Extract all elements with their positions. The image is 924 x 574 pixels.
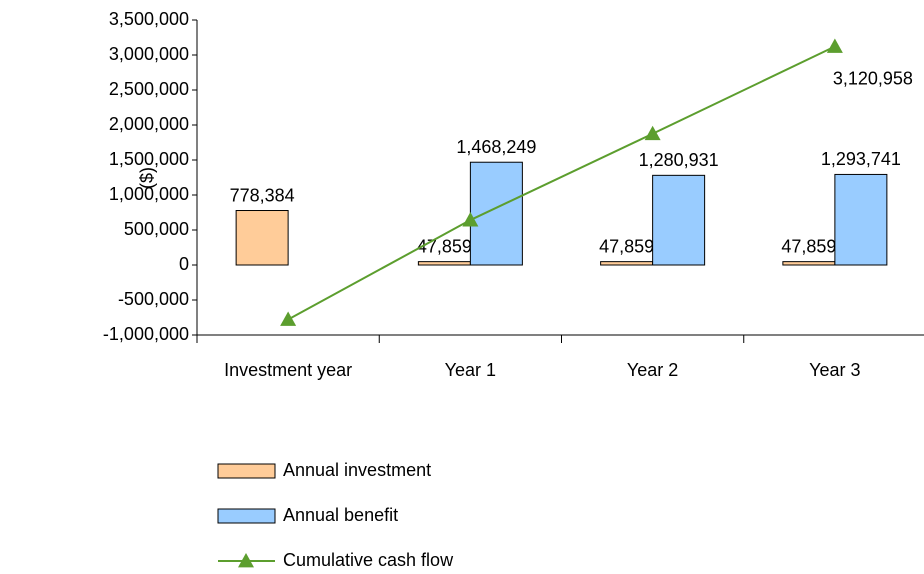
marker: [826, 38, 843, 53]
y-tick-label: 2,000,000: [109, 114, 189, 134]
x-tick-label-box: Investment year: [224, 360, 353, 380]
data-label: 1,293,741: [821, 149, 901, 169]
data-label: 47,859: [417, 236, 472, 256]
y-tick-label: 500,000: [124, 219, 189, 239]
y-tick-label: 1,000,000: [109, 184, 189, 204]
y-tick-label: 2,500,000: [109, 79, 189, 99]
data-label: 47,859: [599, 236, 654, 256]
legend-label: Annual benefit: [283, 505, 398, 525]
data-label: 778,384: [230, 185, 295, 205]
y-tick-label: 3,000,000: [109, 44, 189, 64]
legend-label: Cumulative cash flow: [283, 550, 454, 570]
legend-swatch: [217, 463, 276, 479]
bar: [235, 210, 289, 266]
y-tick-label: -500,000: [118, 289, 189, 309]
x-tick-label-box: Year 3: [809, 360, 861, 380]
data-label: 1,280,931: [639, 150, 719, 170]
legend-marker: [238, 553, 254, 568]
bar: [652, 174, 706, 266]
marker: [462, 212, 479, 227]
data-label: 47,859: [781, 236, 836, 256]
x-tick-label-box: Year 1: [444, 360, 497, 380]
bar: [834, 173, 888, 266]
bar: [600, 261, 654, 266]
x-tick-label: Year 2: [626, 360, 679, 380]
bar: [782, 261, 836, 266]
x-tick-label: Year 3: [809, 360, 861, 380]
bar: [469, 161, 523, 266]
y-tick-label: -1,000,000: [103, 324, 189, 344]
legend-label: Annual investment: [283, 460, 431, 480]
marker: [644, 125, 661, 141]
data-label: 3,120,958: [833, 68, 913, 88]
x-tick-label: Year 1: [444, 360, 497, 380]
y-axis-label: ($): [137, 167, 157, 189]
legend-swatch: [217, 508, 276, 524]
y-tick-label: 0: [179, 254, 189, 274]
y-tick-label: 3,500,000: [109, 9, 189, 29]
x-tick-label: Investment year: [224, 360, 353, 380]
marker: [280, 311, 297, 326]
x-tick-label-box: Year 2: [626, 360, 679, 380]
bar: [417, 261, 471, 266]
y-tick-label: 1,500,000: [109, 149, 189, 169]
line: [287, 45, 836, 321]
data-label: 1,468,249: [456, 137, 536, 157]
